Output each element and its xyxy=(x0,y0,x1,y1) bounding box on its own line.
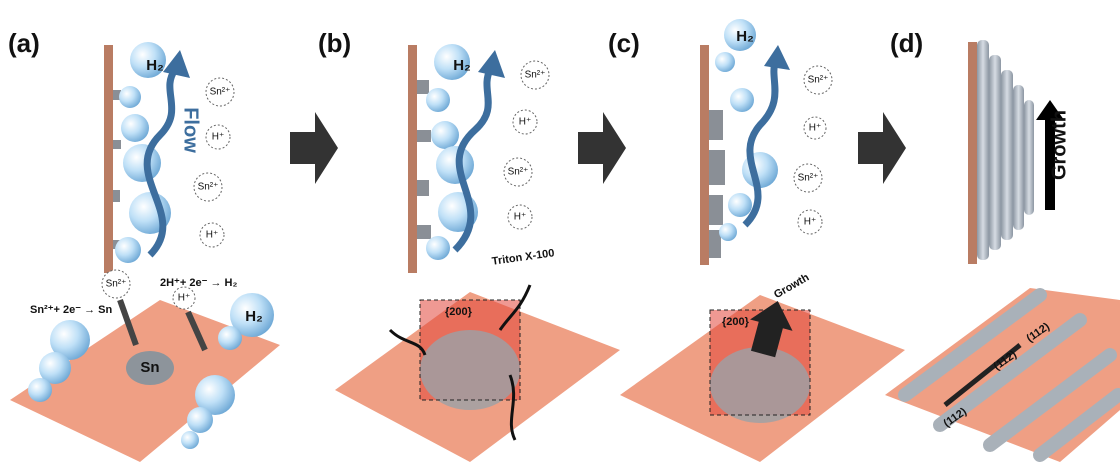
growth-label: Growth xyxy=(772,271,812,301)
ion: Sn²⁺ xyxy=(106,279,127,290)
flow-label: Flow xyxy=(180,107,202,153)
ion: Sn²⁺ xyxy=(808,75,829,86)
sn-particle xyxy=(710,347,810,423)
ions: Sn²⁺ H⁺ Sn²⁺ H⁺ xyxy=(194,78,234,247)
equation: 2H⁺+ 2e⁻ → H₂ xyxy=(160,277,237,289)
growth-label: Growth xyxy=(1048,110,1070,180)
surfactant-label: Triton X-100 xyxy=(491,247,555,268)
facet-label: {200} xyxy=(445,306,473,318)
ion: H⁺ xyxy=(514,212,527,223)
diagram: (a) H₂ Flow Sn²⁺ H⁺ Sn²⁺ H⁺ Sn Sn²⁺ H⁺ S… xyxy=(0,0,1120,476)
panel-label: (d) xyxy=(890,28,923,58)
nanowires xyxy=(977,40,1034,260)
bubble-label: H₂ xyxy=(146,57,164,74)
ion: H⁺ xyxy=(804,217,817,228)
flow-arrow-head xyxy=(478,50,505,78)
ion: Sn²⁺ xyxy=(525,70,546,81)
panel-d: (d) Growth (112) (112) (112) xyxy=(885,28,1120,462)
panel-label: (a) xyxy=(8,28,40,58)
panel-b: (b) H₂ Sn²⁺ H⁺ Sn²⁺ H⁺ {200} Triton X-10… xyxy=(318,28,620,462)
bubbles xyxy=(715,19,778,241)
bubble-label: H₂ xyxy=(736,28,754,45)
facet-label: {200} xyxy=(722,316,750,328)
panel-label: (b) xyxy=(318,28,351,58)
ion: Sn²⁺ xyxy=(798,173,819,184)
electrode xyxy=(700,45,709,265)
ion: H⁺ xyxy=(809,123,822,134)
deposits xyxy=(113,90,121,249)
ion: Sn²⁺ xyxy=(210,87,231,98)
particle-label: Sn xyxy=(140,359,159,376)
ion: H⁺ xyxy=(206,230,219,241)
panel-a: (a) H₂ Flow Sn²⁺ H⁺ Sn²⁺ H⁺ Sn Sn²⁺ H⁺ S… xyxy=(8,28,280,462)
electrode xyxy=(104,45,113,273)
flow-arrow-head xyxy=(163,50,190,78)
ion: Sn²⁺ xyxy=(508,167,529,178)
electrode xyxy=(408,45,417,273)
ions: Sn²⁺ H⁺ Sn²⁺ H⁺ xyxy=(794,66,832,234)
bubble-label: H₂ xyxy=(453,57,471,74)
panel-c: (c) H₂ Sn²⁺ H⁺ Sn²⁺ H⁺ {200} Growth xyxy=(608,19,905,462)
ion: H⁺ xyxy=(519,117,532,128)
flow-arrow-head xyxy=(764,45,790,70)
sn-particle xyxy=(420,330,520,410)
ion: Sn²⁺ xyxy=(198,182,219,193)
ions: Sn²⁺ H⁺ Sn²⁺ H⁺ xyxy=(504,61,549,229)
panel-label: (c) xyxy=(608,28,640,58)
bubble-label: H₂ xyxy=(245,308,263,325)
equation: Sn²⁺+ 2e⁻ → Sn xyxy=(30,304,112,316)
ion: H⁺ xyxy=(212,132,225,143)
electrode xyxy=(968,42,977,264)
ion: H⁺ xyxy=(178,293,191,304)
